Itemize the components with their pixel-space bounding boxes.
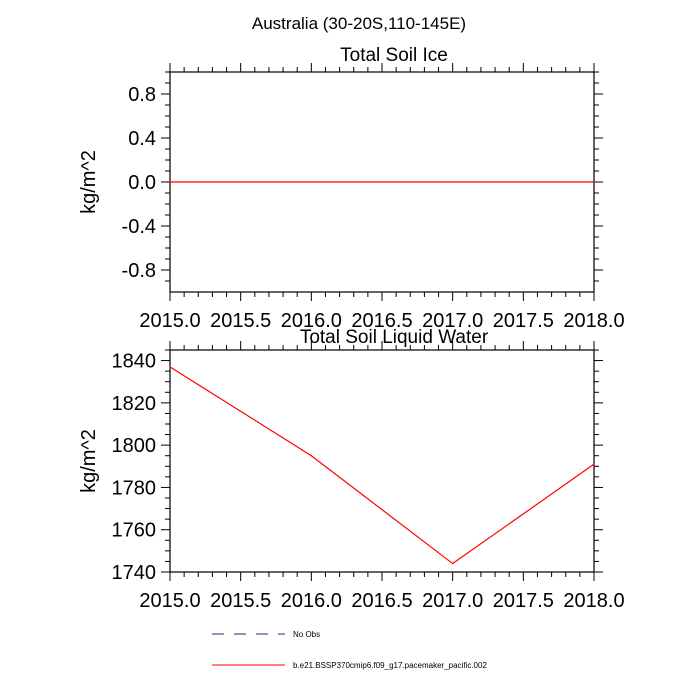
figure-title: Australia (30-20S,110-145E) [252, 14, 466, 33]
y-axis-label: kg/m^2 [78, 429, 100, 493]
panel-title: Total Soil Ice [340, 45, 448, 66]
legend: No Obs b.e21.BSSP370cmip6.f09_g17.pacemak… [212, 630, 487, 670]
y-tick-label: 1820 [112, 393, 157, 415]
data-point [452, 181, 454, 183]
y-tick-label: 1760 [112, 520, 157, 542]
y-tick-label: 0.8 [128, 84, 156, 106]
x-tick-label: 2017.5 [493, 590, 554, 612]
y-axis-label: kg/m^2 [78, 150, 100, 214]
panel-total-soil-liquid-water: Total Soil Liquid Water kg/m^2 2015.0 2015.… [78, 327, 625, 612]
x-tick-label: 2016.5 [351, 590, 412, 612]
series-line [169, 366, 595, 565]
y-tick-label: -0.8 [122, 260, 156, 282]
plot-frame [169, 349, 595, 573]
y-tick-label: 0.4 [128, 128, 156, 150]
x-tick-label: 2015.5 [210, 590, 271, 612]
panel-title: Total Soil Liquid Water [300, 327, 489, 348]
legend-label: b.e21.BSSP370cmip6.f09_g17.pacemaker_pac… [293, 661, 487, 670]
x-tick-label: 2018.0 [563, 590, 624, 612]
data-point [169, 181, 171, 183]
x-tick-label: 2016.0 [281, 590, 342, 612]
x-tick-label: 2015.0 [139, 590, 200, 612]
x-tick-label: 2016.5 [351, 310, 412, 332]
data-point [310, 181, 312, 183]
x-tick-label: 2015.0 [139, 310, 200, 332]
x-tick-label: 2017.5 [493, 310, 554, 332]
data-point [169, 366, 171, 368]
x-tick-label: 2016.0 [281, 310, 342, 332]
y-tick-label: 0.0 [128, 172, 156, 194]
data-point [593, 181, 595, 183]
y-tick-label: 1840 [112, 351, 157, 373]
y-tick-label: 1740 [112, 562, 157, 584]
data-point [452, 562, 454, 565]
data-point [593, 463, 595, 465]
legend-label: No Obs [293, 630, 320, 639]
x-tick-label: 2015.5 [210, 310, 271, 332]
y-tick-label: 1780 [112, 477, 157, 499]
x-tick-label: 2017.0 [422, 310, 483, 332]
data-point [310, 455, 312, 457]
y-tick-label: 1800 [112, 435, 157, 457]
x-tick-label: 2017.0 [422, 590, 483, 612]
panel-total-soil-ice: Total Soil Ice kg/m^2 2015.0 2015.5 2016.0 20… [78, 45, 625, 332]
y-tick-label: -0.4 [122, 216, 156, 238]
x-tick-label: 2018.0 [563, 310, 624, 332]
